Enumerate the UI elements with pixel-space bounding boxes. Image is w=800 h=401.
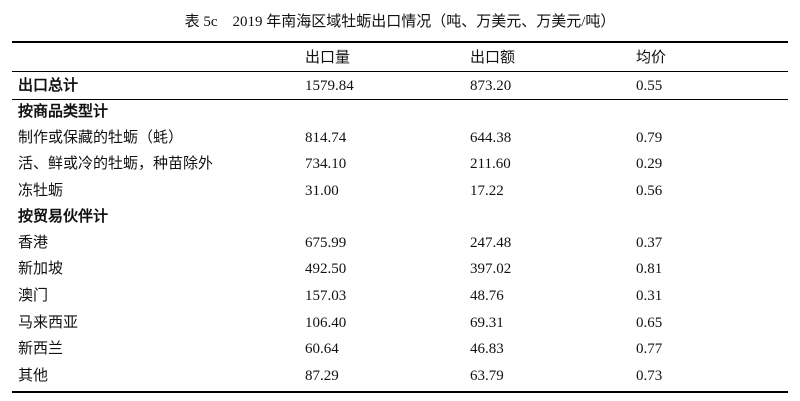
cell: 1579.84 — [305, 78, 354, 94]
cell: 644.38 — [470, 129, 512, 146]
row-label: 新加坡 — [18, 261, 64, 278]
cell: 0.81 — [636, 261, 663, 278]
cell: 0.56 — [636, 182, 663, 199]
cell: 211.60 — [470, 156, 511, 173]
cell: 17.22 — [470, 182, 504, 199]
top-rule — [12, 41, 788, 43]
header-rule — [12, 71, 788, 72]
cell: 814.74 — [305, 129, 347, 146]
cell: 60.64 — [305, 341, 339, 358]
row-label: 马来西亚 — [18, 314, 79, 331]
section-title: 按商品类型计 — [18, 104, 109, 120]
row-label: 香港 — [18, 234, 49, 251]
row-label: 出口总计 — [18, 78, 79, 94]
cell: 46.83 — [470, 341, 504, 358]
row-label: 活、鲜或冷的牡蛎，种苗除外 — [18, 156, 214, 173]
cell: 0.29 — [636, 156, 663, 173]
bottom-rule — [12, 391, 788, 393]
cell: 87.29 — [305, 367, 339, 384]
row-label: 澳门 — [18, 288, 49, 304]
cell: 106.40 — [305, 314, 347, 331]
cell: 0.73 — [636, 367, 663, 384]
row-label: 新西兰 — [18, 341, 64, 358]
column-header: 均价 — [636, 50, 667, 66]
cell: 0.37 — [636, 234, 663, 251]
cell: 48.76 — [470, 288, 504, 304]
cell: 492.50 — [305, 261, 347, 278]
cell: 157.03 — [305, 288, 347, 304]
cell: 247.48 — [470, 234, 512, 251]
column-header: 出口额 — [470, 50, 516, 66]
cell: 397.02 — [470, 261, 512, 278]
cell: 675.99 — [305, 234, 347, 251]
row-label: 制作或保藏的牡蛎（蚝） — [18, 129, 184, 146]
cell: 0.79 — [636, 129, 663, 146]
column-header: 出口量 — [305, 50, 351, 66]
table-title: 表 5c 2019 年南海区域牡蛎出口情况（吨、万美元、万美元/吨） — [184, 14, 616, 30]
cell: 734.10 — [305, 156, 347, 173]
cell: 63.79 — [470, 367, 504, 384]
cell: 31.00 — [305, 182, 339, 199]
cell: 0.55 — [636, 78, 663, 94]
cell: 0.77 — [636, 341, 663, 358]
cell: 0.65 — [636, 314, 663, 331]
total-rule — [12, 99, 788, 100]
cell: 69.31 — [470, 314, 504, 331]
row-label: 其他 — [18, 367, 49, 384]
section-title: 按贸易伙伴计 — [18, 209, 109, 226]
cell: 873.20 — [470, 78, 512, 94]
cell: 0.31 — [636, 288, 663, 304]
row-label: 冻牡蛎 — [18, 182, 64, 199]
